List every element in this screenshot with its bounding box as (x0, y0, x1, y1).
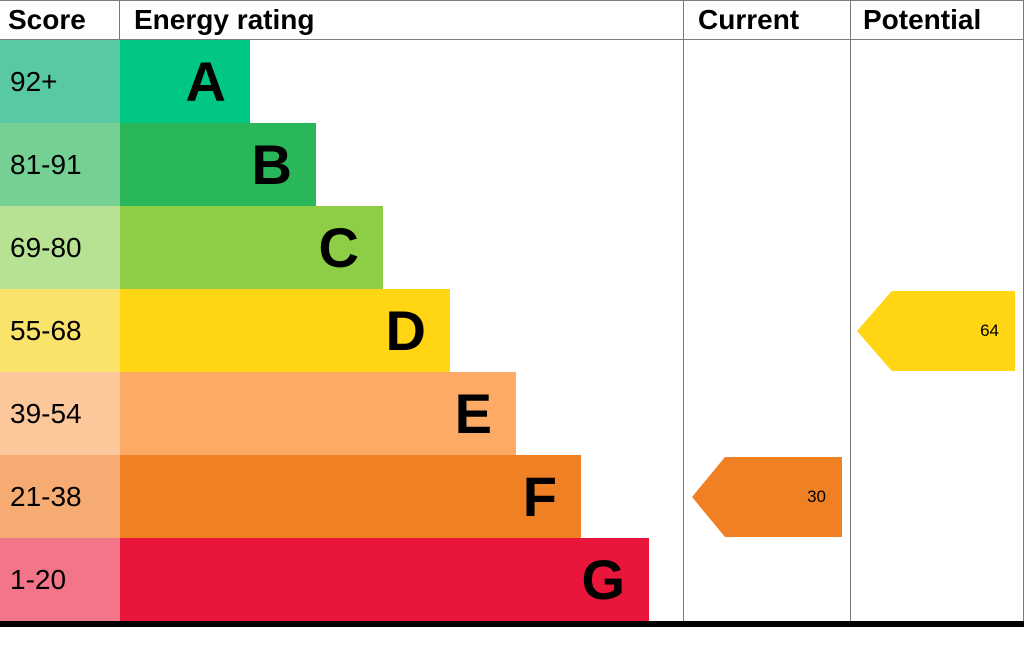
rating-letter-g: G (581, 547, 625, 611)
score-cell-f: 21-38 (0, 455, 120, 538)
rating-bar-f: F (120, 455, 581, 538)
score-range-label-b: 81-91 (10, 148, 82, 180)
band-row-d: 55-68 D (0, 289, 683, 372)
current-rating-value: 30 (807, 487, 826, 506)
rating-letter-b: B (251, 132, 292, 196)
chart-bottom-border (0, 621, 1024, 627)
rating-bands: 92+ A 81-91 B 69-80 C 55-68 (0, 40, 683, 621)
rating-letter-a: A (185, 49, 226, 113)
header-potential-label: Potential (863, 4, 982, 35)
band-row-g: 1-20 G (0, 538, 683, 621)
header-energy-rating: Energy rating (120, 1, 683, 39)
score-cell-a: 92+ (0, 40, 120, 123)
rating-bar-e: E (120, 372, 516, 455)
rating-bar-g: G (120, 538, 649, 621)
rating-bar-b: B (120, 123, 316, 206)
potential-rating-value: 64 (980, 321, 999, 340)
header-row: Score Energy rating Current Potential (0, 0, 1024, 40)
rating-bar-a: A (120, 40, 250, 123)
header-score: Score (0, 1, 120, 39)
score-range-label-c: 69-80 (10, 231, 82, 263)
header-energy-rating-label: Energy rating (134, 4, 315, 35)
header-current-label: Current (698, 4, 800, 35)
band-row-a: 92+ A (0, 40, 683, 123)
header-current: Current (683, 1, 850, 39)
rating-letter-e: E (454, 381, 492, 445)
score-range-label-e: 39-54 (10, 397, 82, 429)
potential-rating-arrow: 64 (857, 291, 1015, 371)
score-cell-b: 81-91 (0, 123, 120, 206)
band-row-b: 81-91 B (0, 123, 683, 206)
score-cell-g: 1-20 (0, 538, 120, 621)
band-row-f: 21-38 F (0, 455, 683, 538)
rating-letter-f: F (522, 464, 557, 528)
header-score-label: Score (8, 4, 86, 35)
score-range-label-a: 92+ (10, 65, 58, 97)
band-row-e: 39-54 E (0, 372, 683, 455)
header-potential: Potential (850, 1, 1024, 39)
rating-bar-c: C (120, 206, 383, 289)
rating-letter-c: C (318, 215, 359, 279)
score-range-label-d: 55-68 (10, 314, 82, 346)
current-rating-arrow: 30 (692, 457, 842, 537)
band-row-c: 69-80 C (0, 206, 683, 289)
score-range-label-g: 1-20 (10, 563, 67, 595)
rating-bar-d: D (120, 289, 450, 372)
rating-letter-d: D (385, 298, 426, 362)
score-cell-c: 69-80 (0, 206, 120, 289)
score-range-label-f: 21-38 (10, 480, 82, 512)
score-cell-d: 55-68 (0, 289, 120, 372)
current-column (683, 40, 850, 621)
score-cell-e: 39-54 (0, 372, 120, 455)
